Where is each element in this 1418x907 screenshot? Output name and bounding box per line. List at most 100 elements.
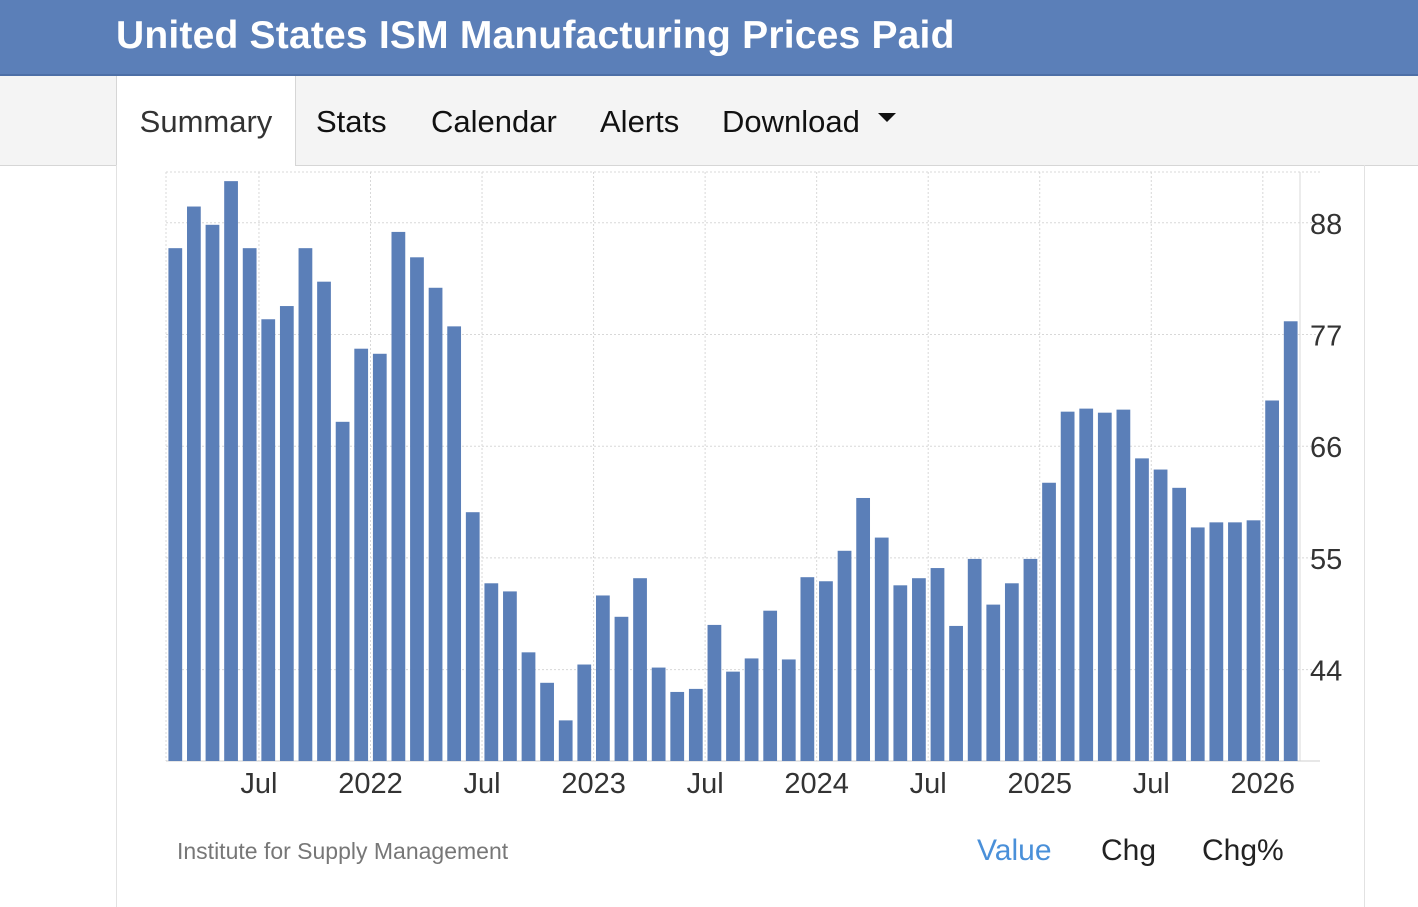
- bar: [874, 537, 889, 761]
- y-tick-label: 44: [1310, 656, 1342, 688]
- bar: [1116, 409, 1131, 761]
- x-tick-label: 2025: [1007, 768, 1072, 800]
- bar: [410, 257, 424, 761]
- bar: [465, 512, 480, 761]
- x-tick-label: Jul: [1133, 768, 1170, 800]
- bar: [1135, 458, 1149, 761]
- bar: [1246, 520, 1261, 761]
- tab-alerts-label: Alerts: [600, 104, 680, 139]
- bar: [391, 231, 406, 761]
- x-tick-label: 2023: [561, 768, 626, 800]
- bar: [428, 287, 443, 761]
- tab-alerts[interactable]: Alerts: [600, 76, 679, 165]
- bar: [242, 248, 257, 761]
- x-tick-label: Jul: [910, 768, 947, 800]
- bar: [1153, 469, 1168, 761]
- tab-download[interactable]: Download: [722, 76, 896, 165]
- mode-chg-pct-link[interactable]: Chg%: [1202, 834, 1284, 867]
- bar: [372, 353, 387, 761]
- bar: [205, 224, 220, 762]
- y-tick-label: 77: [1310, 320, 1342, 352]
- bar: [279, 306, 294, 761]
- tab-bar: Summary Stats Calendar Alerts Download: [0, 76, 1418, 166]
- x-tick-label: 2024: [784, 768, 849, 800]
- x-tick-label: Jul: [240, 768, 277, 800]
- bar: [744, 658, 759, 761]
- bar: [1004, 583, 1019, 761]
- bar: [261, 319, 276, 761]
- bar: [354, 348, 369, 761]
- page-title: United States ISM Manufacturing Prices P…: [116, 14, 955, 57]
- x-tick-label: Jul: [687, 768, 724, 800]
- tab-download-label: Download: [722, 104, 860, 139]
- y-tick-label: 55: [1310, 544, 1342, 576]
- bar: [224, 181, 238, 761]
- bar: [651, 667, 666, 761]
- bar: [1283, 321, 1298, 761]
- bar: [800, 577, 815, 761]
- bar: [1265, 400, 1279, 761]
- x-axis: Jul 2022 Jul 2023 Jul 2024 Jul 2025 Jul 2026: [240, 768, 1295, 800]
- bar: [503, 591, 517, 761]
- bar: [1097, 412, 1112, 761]
- bar: [707, 624, 722, 761]
- bar: [317, 281, 331, 761]
- chart-bars: [168, 181, 1298, 762]
- tab-summary[interactable]: Summary: [116, 76, 296, 166]
- bar: [1228, 522, 1242, 761]
- bar: [967, 558, 982, 761]
- tab-stats-label: Stats: [316, 104, 387, 139]
- bar: [763, 610, 778, 761]
- x-tick-label: 2026: [1231, 768, 1296, 800]
- bar: [1209, 522, 1224, 761]
- bar: [614, 616, 629, 761]
- x-tick-label: 2022: [338, 768, 403, 800]
- bar: [819, 581, 833, 761]
- bar: [781, 659, 796, 761]
- bar: [893, 585, 908, 761]
- bar: [168, 248, 183, 761]
- tab-summary-label: Summary: [139, 104, 273, 139]
- bar: [335, 421, 350, 761]
- x-tick-label: Jul: [463, 768, 500, 800]
- tab-stats[interactable]: Stats: [316, 76, 387, 165]
- bar: [688, 688, 703, 761]
- bar: [856, 497, 871, 761]
- y-axis: 44 55 66 77 88: [1310, 209, 1342, 688]
- source-label: Institute for Supply Management: [177, 838, 509, 864]
- mode-chg-link[interactable]: Chg: [1101, 834, 1157, 867]
- bar: [577, 664, 592, 761]
- bar: [558, 720, 573, 761]
- bar: [1023, 558, 1038, 761]
- bar: [1079, 408, 1094, 761]
- bar: [986, 604, 1001, 761]
- bar: [1190, 527, 1205, 761]
- tab-calendar[interactable]: Calendar: [431, 76, 557, 165]
- bar: [1042, 482, 1056, 761]
- page-header: United States ISM Manufacturing Prices P…: [0, 0, 1418, 76]
- tab-calendar-label: Calendar: [431, 104, 557, 139]
- mode-value-link[interactable]: Value: [977, 834, 1052, 867]
- bar: [484, 583, 499, 761]
- caret-down-icon: [877, 113, 896, 123]
- bar: [726, 671, 740, 761]
- bar: [633, 578, 647, 761]
- bar: [930, 568, 945, 761]
- bar: [670, 691, 685, 761]
- bar: [595, 595, 610, 761]
- panel-border-left: [116, 165, 117, 907]
- bar: [949, 625, 963, 761]
- bar: [1060, 411, 1075, 761]
- y-tick-label: 88: [1310, 209, 1342, 241]
- y-tick-label: 66: [1310, 432, 1342, 464]
- bar: [187, 206, 201, 761]
- bar: [837, 550, 852, 761]
- bar: [912, 578, 926, 761]
- bar: [1172, 487, 1187, 761]
- bar: [521, 652, 536, 761]
- bar: [540, 682, 554, 761]
- bar: [298, 248, 313, 761]
- bar: [447, 326, 462, 761]
- panel-border-right: [1364, 165, 1365, 907]
